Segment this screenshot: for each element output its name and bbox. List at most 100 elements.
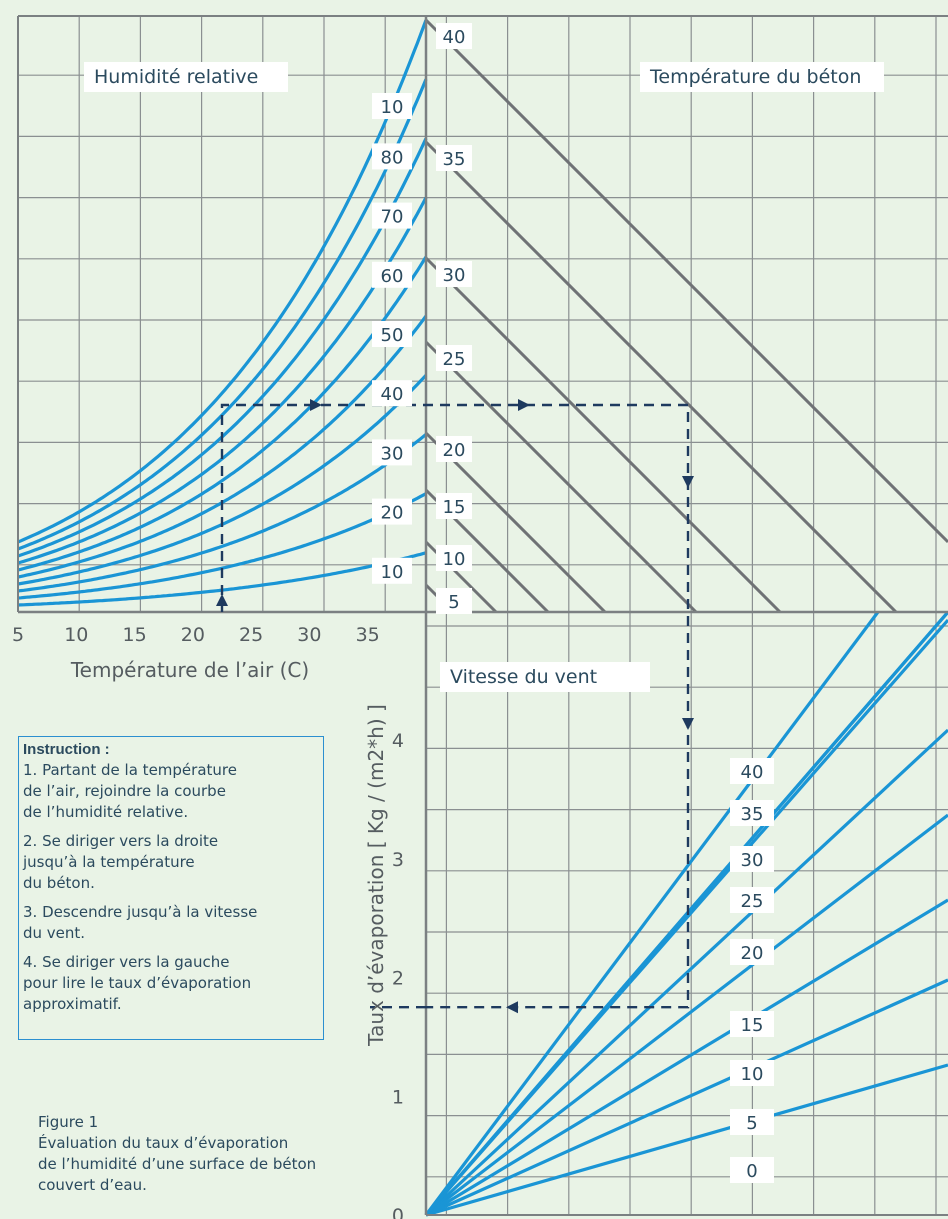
- figure-description: Évaluation du taux d’évaporation de l’hu…: [38, 1134, 317, 1194]
- humidity-curve-100: [17, 19, 428, 544]
- concrete-label: 40: [443, 27, 466, 48]
- instruction-step-4: 4. Se diriger vers la gauche pour lire l…: [23, 953, 252, 1013]
- wind-title: Vitesse du vent: [450, 666, 597, 688]
- concrete-label-box: [436, 345, 472, 371]
- wind-line-15: [425, 813, 948, 1217]
- y-tick-label: 2: [392, 968, 404, 990]
- concrete-line-30: [424, 256, 782, 614]
- arrow-right-1: [310, 399, 322, 411]
- wind-line-5: [425, 978, 948, 1217]
- humidity-label: 60: [381, 266, 404, 287]
- concrete-label-box: [436, 545, 472, 571]
- concrete-temperature-lines: [424, 18, 948, 614]
- x-tick-label: 20: [181, 624, 205, 646]
- humidity-label: 40: [381, 384, 404, 405]
- wind-label: 35: [741, 804, 764, 825]
- arrow-left: [506, 1001, 518, 1014]
- wind-label-box: [730, 800, 774, 826]
- wind-label: 40: [741, 762, 764, 783]
- instruction-step-1: 1. Partant de la température de l’air, r…: [23, 761, 237, 821]
- humidity-label-box: [372, 93, 412, 119]
- humidity-curve-60: [17, 255, 428, 572]
- y-tick-label: 0: [392, 1205, 404, 1219]
- instruction-step-3: 3. Descendre jusqu’à la vitesse du vent.: [23, 903, 258, 942]
- x-axis-title: Température de l’air (C): [70, 658, 309, 682]
- concrete-label-box: [436, 23, 472, 49]
- humidity-label-box: [372, 202, 412, 229]
- concrete-label: 35: [443, 149, 466, 170]
- arrow-down-2: [682, 718, 694, 730]
- wind-label: 20: [741, 943, 764, 964]
- wind-label-box: [730, 1060, 774, 1086]
- wind-label: 10: [741, 1064, 764, 1085]
- instruction-step-2: 2. Se diriger vers la droite jusqu’à la …: [23, 832, 219, 892]
- arrow-up: [216, 594, 228, 606]
- figure-number: Figure 1: [38, 1113, 99, 1131]
- humidity-label: 10: [381, 97, 404, 118]
- example-dashed-path: [220, 403, 690, 1009]
- x-tick-label: 10: [64, 624, 88, 646]
- quadrant-frame: [17, 15, 948, 1216]
- y-axis-title: Taux d’évaporation [ Kg / (m2*h) ]: [364, 704, 388, 1047]
- wind-label: 25: [741, 891, 764, 912]
- humidity-label-box: [372, 143, 412, 170]
- arrow-down-1: [682, 476, 694, 488]
- concrete-title: Température du béton: [649, 66, 861, 88]
- wind-label: 5: [746, 1113, 757, 1134]
- wind-label: 15: [741, 1015, 764, 1036]
- humidity-title-box: [84, 62, 288, 92]
- humidity-title: Humidité relative: [94, 66, 258, 88]
- y-tick-label: 3: [392, 849, 404, 871]
- humidity-label: 70: [381, 207, 404, 228]
- wind-label-box: [730, 1011, 774, 1037]
- concrete-label: 20: [443, 440, 466, 461]
- concrete-line-40: [424, 18, 948, 544]
- humidity-label-box: [372, 380, 412, 407]
- wind-label-box: [730, 1109, 774, 1135]
- x-tick-label: 30: [297, 624, 321, 646]
- concrete-title-box: [640, 62, 884, 92]
- humidity-label-box: [372, 439, 412, 466]
- wind-label-box: [730, 1157, 774, 1183]
- arrow-right-2: [518, 399, 530, 411]
- concrete-label: 30: [443, 265, 466, 286]
- wind-line-0: [425, 1063, 948, 1217]
- humidity-label: 10: [381, 562, 404, 583]
- x-tick-label: 15: [123, 624, 147, 646]
- concrete-line-35: [424, 140, 898, 614]
- wind-label: 0: [746, 1161, 757, 1182]
- concrete-label: 15: [443, 497, 466, 518]
- humidity-curve-30: [17, 433, 428, 593]
- concrete-label-box: [436, 436, 472, 462]
- humidity-label-box: [372, 321, 412, 347]
- wind-label-box: [730, 758, 774, 784]
- y-tick-label: 1: [392, 1086, 404, 1108]
- concrete-label: 10: [443, 549, 466, 570]
- instruction-box: Instruction : 1. Partant de la températu…: [18, 736, 324, 1040]
- humidity-label-box: [372, 498, 412, 525]
- y-tick-label: 4: [392, 730, 404, 752]
- wind-label-box: [730, 939, 774, 965]
- wind-line-20: [424, 728, 948, 1217]
- wind-line-10: [425, 898, 948, 1217]
- x-tick-label: 5: [12, 624, 24, 646]
- concrete-label-box: [436, 493, 472, 519]
- x-tick-label: 25: [239, 624, 263, 646]
- labels: 1020304050607080901051015202530354005101…: [12, 23, 884, 1219]
- concrete-label-box: [436, 145, 472, 171]
- wind-title-box: [440, 662, 650, 692]
- concrete-line-20: [424, 431, 607, 614]
- humidity-label: 80: [381, 147, 404, 168]
- wind-label: 30: [741, 850, 764, 871]
- humidity-label-box: [372, 261, 412, 288]
- wind-label-box: [730, 846, 774, 872]
- example-path: [216, 399, 694, 1014]
- x-tick-label: 35: [356, 624, 380, 646]
- humidity-label: 50: [381, 325, 404, 346]
- concrete-label: 25: [443, 349, 466, 370]
- concrete-line-25: [424, 340, 698, 614]
- wind-line-40: [424, 611, 880, 1216]
- figure-caption: Figure 1 Évaluation du taux d’évaporatio…: [38, 1112, 348, 1196]
- humidity-label-box: [372, 557, 412, 584]
